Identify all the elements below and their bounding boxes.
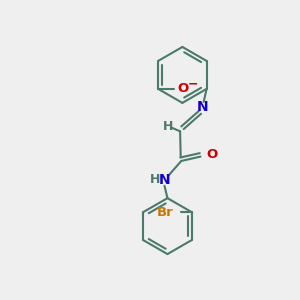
Text: −: − [188,78,198,91]
Text: H: H [163,119,173,133]
Text: O: O [177,82,189,95]
Text: O: O [206,148,217,161]
Text: N: N [196,100,208,114]
Text: Br: Br [156,206,173,219]
Text: N: N [159,173,170,188]
Text: H: H [150,172,160,185]
